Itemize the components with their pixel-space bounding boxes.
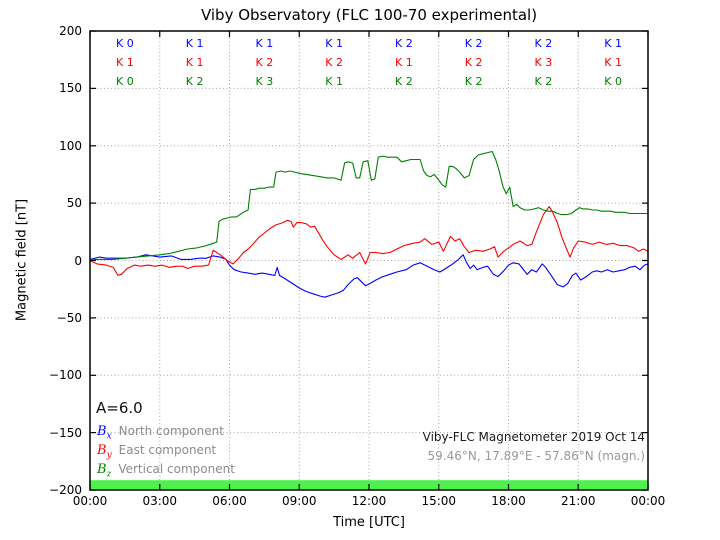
legend-symbol: Bz [97, 462, 112, 480]
y-tick-label: 100 [59, 138, 82, 153]
k-index-by-interval-4: K 1 [395, 56, 413, 69]
k-index-bz-interval-3: K 1 [325, 75, 343, 88]
series-bz-vertical-component [90, 150, 648, 260]
legend-label: North component [118, 424, 224, 438]
x-tick-label: 06:00 [212, 494, 247, 508]
k-index-bz-interval-5: K 2 [464, 75, 483, 88]
k-index-bz-interval-2: K 3 [255, 75, 274, 88]
k-index-bx-interval-7: K 1 [604, 37, 622, 50]
x-tick-label: 00:00 [72, 494, 108, 508]
credit-line-2: 59.46°N, 17.89°E - 57.86°N (magn.) [427, 449, 645, 463]
legend-symbol: By [97, 443, 112, 461]
y-tick-label: 0 [74, 253, 82, 268]
x-tick-label: 15:00 [421, 494, 457, 508]
y-tick-label: 200 [59, 24, 82, 38]
y-tick-label: 150 [59, 81, 82, 96]
k-index-bz-interval-1: K 2 [185, 75, 204, 88]
k-index-by-interval-0: K 1 [116, 56, 134, 69]
legend-label: Vertical component [118, 462, 235, 476]
series-by-east-component [89, 206, 649, 276]
k-index-bz-interval-6: K 2 [534, 75, 553, 88]
legend-symbol: Bx [97, 424, 112, 442]
k-index-bx-interval-1: K 1 [185, 37, 204, 50]
plot-border [89, 30, 649, 491]
k-index-by-interval-6: K 3 [534, 56, 553, 69]
k-index-bx-interval-6: K 2 [534, 37, 553, 50]
legend-entry-by: By East component [97, 443, 216, 462]
y-tick-label: −200 [49, 483, 82, 497]
legend-entry-bx: Bx North component [97, 424, 224, 443]
k-index-bx-interval-5: K 2 [464, 37, 483, 50]
x-axis-label: Time [UTC] [333, 515, 405, 530]
y-tick-label: −150 [49, 425, 82, 440]
y-tick-label: −50 [56, 310, 82, 325]
y-tick-label: −100 [49, 368, 82, 383]
x-tick-label: 03:00 [142, 494, 178, 508]
x-tick-label: 09:00 [281, 494, 317, 508]
credit-line-1: Viby-FLC Magnetometer 2019 Oct 14 [422, 430, 645, 444]
k-index-by-interval-7: K 1 [604, 56, 622, 69]
k-index-bz-interval-7: K 0 [604, 75, 622, 88]
k-index-bx-interval-0: K 0 [116, 37, 134, 50]
k-index-bz-interval-0: K 0 [116, 75, 134, 88]
k-index-bx-interval-4: K 2 [395, 37, 413, 50]
y-tick-label: 50 [66, 196, 82, 211]
k-index-by-interval-5: K 2 [464, 56, 483, 69]
k-index-bz-interval-4: K 2 [395, 75, 413, 88]
legend-entry-bz: Bz Vertical component [97, 462, 235, 481]
k-index-bx-interval-2: K 1 [255, 37, 274, 50]
k-index-by-interval-1: K 1 [185, 56, 204, 69]
legend-label: East component [118, 443, 217, 457]
x-tick-label: 00:00 [630, 494, 666, 508]
x-tick-label: 21:00 [560, 494, 596, 508]
k-index-by-interval-2: K 2 [255, 56, 274, 69]
a-index-annotation: A=6.0 [96, 399, 143, 417]
x-tick-label: 12:00 [351, 494, 387, 508]
k-index-by-interval-3: K 2 [325, 56, 343, 69]
chart-title: Viby Observatory (FLC 100-70 experimenta… [200, 6, 538, 24]
k-index-bx-interval-3: K 1 [325, 37, 343, 50]
x-tick-label: 18:00 [491, 494, 526, 508]
